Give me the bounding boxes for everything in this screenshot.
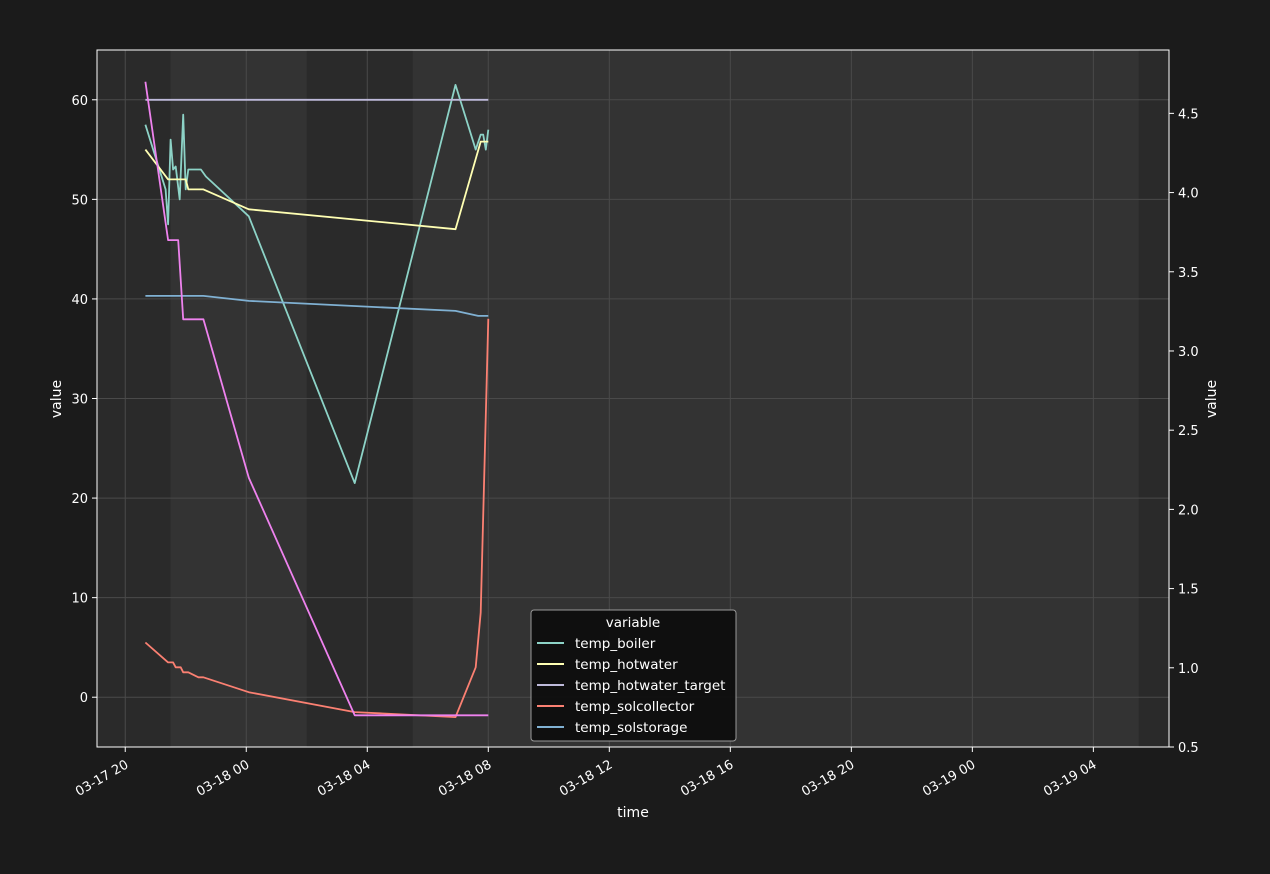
series-line-right-axis (144, 81, 489, 717)
series-line-temp-solcollector (144, 318, 490, 718)
y2-tick-label: 1.5 (1178, 583, 1199, 598)
series-line-temp-boiler (144, 84, 490, 485)
y-axis-title: value (49, 380, 65, 418)
y2-axis-ticks: 0.5 1.0 1.5 2.0 2.5 3.0 3.5 4.0 4.5 (1169, 107, 1199, 756)
legend-label: temp_boiler (575, 636, 656, 652)
y-tick-label: 30 (71, 393, 88, 408)
legend-box (530, 609, 737, 742)
y2-axis-title: value (1204, 380, 1220, 418)
x-axis-title: time (617, 805, 649, 821)
legend-items: temp_boiler temp_hotwater temp_hotwater_ta… (537, 636, 725, 736)
y-tick-label: 50 (71, 193, 88, 208)
y2-tick-label: 0.5 (1178, 741, 1199, 756)
series-lines (144, 81, 490, 718)
legend-label: temp_hotwater (575, 657, 678, 673)
y-tick-label: 20 (71, 492, 88, 507)
y-tick-label: 60 (71, 94, 88, 109)
y2-tick-label: 2.5 (1178, 424, 1199, 439)
legend-label: temp_hotwater_target (575, 678, 725, 694)
y-tick-label: 0 (80, 691, 88, 706)
y2-tick-label: 4.5 (1178, 107, 1199, 122)
legend-label: temp_solstorage (575, 720, 687, 736)
y2-tick-label: 2.0 (1178, 503, 1199, 518)
y-tick-label: 40 (71, 293, 88, 308)
y2-tick-label: 1.0 (1178, 662, 1199, 677)
y2-tick-label: 3.5 (1178, 266, 1199, 281)
legend: variable temp_boiler temp_hotwater temp_ho… (530, 609, 737, 742)
y2-tick-label: 4.0 (1178, 187, 1199, 202)
series-line-temp-solstorage (145, 294, 489, 317)
legend-title: variable (606, 615, 660, 631)
series-line-temp-hotwater (144, 140, 489, 231)
y-axis-ticks: 0 10 20 30 40 50 60 (71, 94, 97, 706)
legend-label: temp_solcollector (575, 699, 695, 715)
y-tick-label: 10 (71, 592, 88, 607)
y2-tick-label: 3.0 (1178, 345, 1199, 360)
